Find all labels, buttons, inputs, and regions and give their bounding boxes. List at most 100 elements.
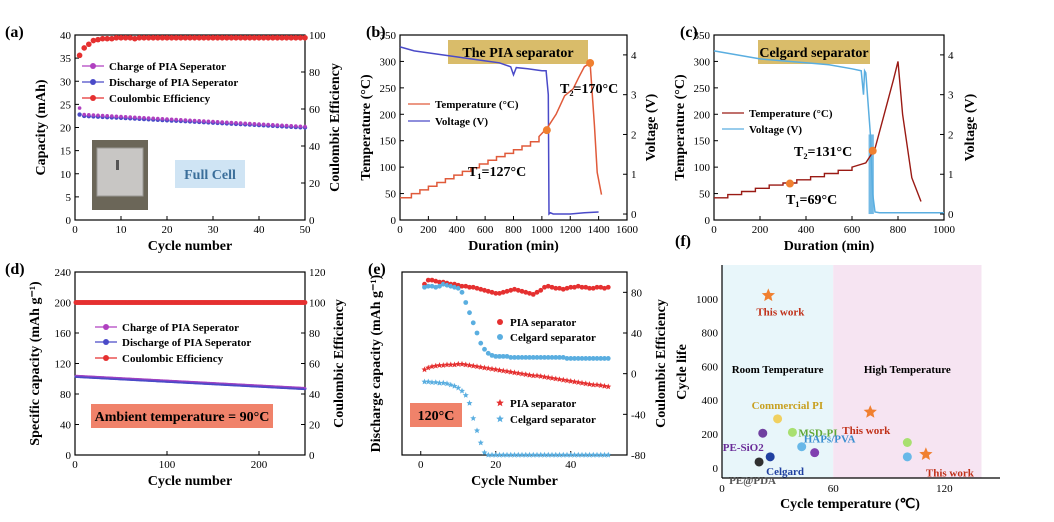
celgard-capacity-point bbox=[552, 451, 559, 458]
y-tick-label: 300 bbox=[694, 56, 711, 68]
celgard-capacity-point bbox=[496, 451, 503, 458]
legend-label: Charge of PIA Seperator bbox=[109, 61, 226, 73]
plot-frame bbox=[713, 34, 945, 221]
x-axis-label: Cycle number bbox=[148, 239, 232, 254]
celgard-ce-point bbox=[500, 353, 506, 359]
point-label: HAPs/PVA bbox=[804, 434, 856, 446]
coulombic-point bbox=[302, 300, 308, 305]
legend-marker bbox=[90, 63, 96, 69]
panel-c: 0 200 400 600 800 1000 0 50 100 150 200 250 300 350 0 1… bbox=[673, 24, 978, 254]
coulombic-point bbox=[247, 34, 253, 41]
celgard-ce-point bbox=[557, 355, 562, 360]
coulombic-point bbox=[90, 37, 97, 44]
celgard-capacity-point bbox=[594, 451, 600, 458]
celgard-ce-point bbox=[437, 283, 442, 289]
celgard-ce-point bbox=[568, 356, 574, 361]
celgard-capacity-point bbox=[579, 451, 585, 458]
charge-point bbox=[229, 120, 234, 125]
legend-label: Charge of PIA Seperator bbox=[122, 322, 239, 334]
point-pe-pda bbox=[754, 457, 764, 467]
celgard-ce-point bbox=[493, 353, 499, 359]
y2-tick-label: 3 bbox=[948, 90, 954, 102]
pia-ce-point bbox=[598, 284, 604, 290]
celgard-capacity-point bbox=[537, 451, 544, 458]
pia-ce-point bbox=[590, 285, 596, 291]
y-tick-label: 150 bbox=[380, 136, 397, 148]
coulombic-point bbox=[205, 34, 212, 41]
celgard-ce-point bbox=[459, 289, 465, 295]
coulombic-point bbox=[99, 35, 106, 42]
pia-capacity-point bbox=[571, 378, 578, 385]
x-tick-label: 400 bbox=[449, 224, 466, 236]
charge-point bbox=[280, 123, 284, 128]
charge-point bbox=[257, 122, 261, 126]
y-tick-label: 100 bbox=[694, 162, 711, 174]
charge-point bbox=[271, 123, 275, 127]
coulombic-point bbox=[95, 36, 101, 43]
celgard-capacity-point bbox=[489, 451, 495, 458]
x-tick-label: 20 bbox=[162, 224, 174, 236]
y2-tick-label: 60 bbox=[309, 359, 321, 371]
pia-capacity-point bbox=[432, 362, 439, 369]
celgard-ce-point bbox=[440, 281, 446, 287]
pia-capacity-point bbox=[485, 365, 492, 371]
temperature-label: 120°C bbox=[418, 409, 455, 424]
coulombic-point bbox=[210, 34, 216, 41]
y2-tick-label: 80 bbox=[309, 328, 321, 340]
celgard-ce-point bbox=[594, 356, 600, 361]
celgard-ce-point bbox=[519, 355, 525, 360]
celgard-capacity-point bbox=[519, 451, 525, 458]
coulombic-point bbox=[173, 34, 179, 41]
legend-marker bbox=[496, 415, 504, 423]
celgard-ce-point bbox=[549, 355, 555, 360]
celgard-ce-point bbox=[534, 355, 540, 360]
point-unlabeled bbox=[902, 438, 912, 447]
y-tick-label: 0 bbox=[66, 215, 72, 227]
pia-ce-point bbox=[523, 289, 529, 295]
celgard-ce-point bbox=[470, 320, 476, 326]
celgard-capacity-point bbox=[564, 451, 570, 458]
x-tick-label: 1000 bbox=[531, 224, 554, 236]
y-tick-label: 30 bbox=[60, 76, 72, 88]
pia-capacity-point bbox=[605, 383, 612, 390]
y-tick-label: 350 bbox=[380, 30, 397, 42]
pia-capacity-point bbox=[500, 367, 507, 374]
y-tick-label: 160 bbox=[55, 328, 72, 340]
pia-capacity-point bbox=[545, 374, 552, 381]
celgard-ce-point bbox=[489, 352, 495, 358]
legend-label: PIA separator bbox=[510, 317, 576, 329]
coulombic-point bbox=[132, 35, 138, 42]
discharge-point bbox=[77, 112, 82, 117]
celgard-ce-point bbox=[530, 355, 536, 360]
y-tick-label: 5 bbox=[66, 192, 72, 204]
celgard-capacity-point bbox=[485, 451, 492, 458]
point-label: PE@PDA bbox=[729, 475, 776, 487]
y-tick-label: 1000 bbox=[696, 294, 719, 306]
full-cell-label: Full Cell bbox=[184, 168, 236, 183]
pia-ce-point bbox=[560, 286, 566, 292]
charge-point bbox=[151, 116, 155, 121]
title-box bbox=[448, 40, 588, 64]
pia-capacity-point bbox=[470, 362, 477, 369]
celgard-ce-point bbox=[448, 283, 454, 289]
x-tick-label: 800 bbox=[505, 224, 522, 236]
y-tick-label: 250 bbox=[380, 83, 397, 95]
celgard-ce-point bbox=[523, 355, 529, 360]
celgard-capacity-point bbox=[481, 449, 488, 456]
celgard-ce-point bbox=[455, 285, 461, 291]
celgard-capacity-point bbox=[436, 379, 443, 386]
pia-capacity-point bbox=[586, 381, 593, 387]
pia-capacity-point bbox=[492, 366, 499, 373]
coulombic-point bbox=[201, 34, 207, 41]
celgard-capacity-point bbox=[545, 451, 552, 458]
coulombic-point bbox=[214, 34, 221, 41]
y-tick-label: 200 bbox=[380, 109, 397, 121]
panel-d: 0 100 200 0 40 80 120 160 200 240 0 20 40 60 80 100 120 C… bbox=[5, 261, 347, 489]
annotation-t2: T₂=170°C bbox=[560, 82, 618, 97]
pia-ce-point bbox=[493, 290, 499, 296]
point-pe-sio2 bbox=[758, 428, 768, 438]
pia-ce-point bbox=[557, 285, 562, 291]
y2-tick-label: 1 bbox=[631, 169, 637, 181]
y2-tick-label: 0 bbox=[309, 215, 315, 227]
charge-point bbox=[156, 116, 160, 121]
